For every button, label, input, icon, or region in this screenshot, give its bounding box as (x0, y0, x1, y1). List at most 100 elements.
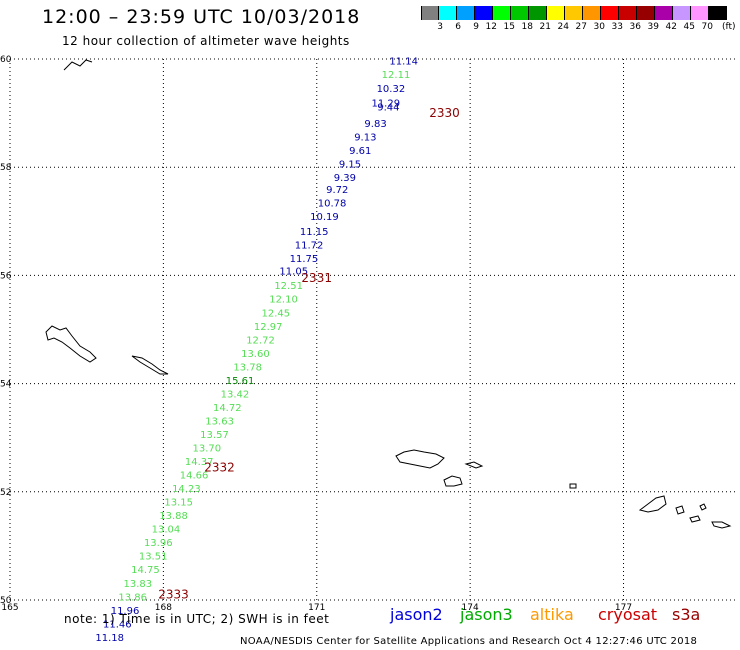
pass-time-label: 2332 (204, 460, 235, 474)
wave-height-value: 14.72 (213, 403, 242, 414)
color-swatch (421, 6, 439, 20)
coastline (675, 505, 685, 515)
wave-height-value: 15.61 (226, 376, 255, 387)
color-swatch (709, 6, 727, 20)
color-swatch (637, 6, 655, 20)
wave-height-value: 13.60 (241, 349, 270, 360)
color-scale-label: 3 (437, 22, 443, 32)
wave-height-value: 9.39 (334, 173, 356, 184)
color-swatch (673, 6, 691, 20)
coastline (638, 495, 667, 513)
wave-height-value: 12.11 (382, 70, 411, 81)
footer-note: note: 1) Time is in UTC; 2) SWH is in fe… (64, 612, 330, 626)
lon-label: 177 (615, 603, 632, 613)
wave-height-value: 10.19 (310, 212, 339, 223)
color-swatch (547, 6, 565, 20)
color-swatch (475, 6, 493, 20)
pass-time-label: 2330 (429, 106, 460, 120)
wave-height-value: 13.83 (123, 579, 152, 590)
wave-height-value: 11.15 (300, 227, 329, 238)
wave-height-value: 13.42 (221, 389, 250, 400)
color-scale-label: 33 (611, 22, 623, 32)
color-scale-label: 36 (629, 22, 641, 32)
pass-time-label: 2333 (158, 588, 189, 602)
wave-height-value: 9.61 (349, 146, 371, 157)
wave-height-value: 13.78 (233, 362, 262, 373)
wave-height-value: 13.57 (200, 430, 229, 441)
color-swatch (583, 6, 601, 20)
wave-height-value: 9.44 (377, 103, 399, 114)
wave-height-value: 14.75 (131, 565, 160, 576)
wave-height-value: 11.29 (371, 98, 400, 109)
color-scale-label: 30 (593, 22, 605, 32)
wave-height-value: 11.05 (279, 267, 308, 278)
wave-height-value: 14.23 (172, 484, 201, 495)
wave-height-value: 13.51 (139, 552, 168, 563)
color-scale-unit: (ft) (722, 22, 736, 32)
wave-height-value: 10.32 (377, 84, 406, 95)
wave-height-value: 14.66 (180, 471, 209, 482)
color-scale-label: 27 (575, 22, 587, 32)
color-scale-label: 21 (539, 22, 551, 32)
wave-height-value: 13.88 (159, 511, 188, 522)
wave-height-value: 14.37 (185, 457, 214, 468)
lon-label: 174 (462, 603, 479, 613)
wave-height-value: 9.72 (326, 185, 348, 196)
wave-height-value: 9.15 (339, 159, 361, 170)
wave-height-value: 11.75 (290, 254, 319, 265)
lat-label: 56 (0, 271, 12, 281)
wave-height-color-scale (421, 6, 727, 20)
color-scale-label: 9 (473, 22, 479, 32)
color-scale-label: 70 (701, 22, 713, 32)
color-swatch (601, 6, 619, 20)
color-scale-label: 6 (455, 22, 461, 32)
coastline (45, 325, 97, 363)
wave-height-value: 13.70 (193, 444, 222, 455)
coastline (569, 483, 577, 489)
coastline (699, 503, 707, 511)
color-scale-label: 12 (485, 22, 497, 32)
wave-height-value: 12.51 (274, 281, 303, 292)
wave-height-value: 13.96 (144, 538, 173, 549)
color-scale-label: 18 (521, 22, 533, 32)
lat-label: 52 (0, 488, 11, 498)
wave-height-value: 12.72 (246, 335, 275, 346)
color-scale-label: 15 (503, 22, 515, 32)
lon-label: 168 (155, 603, 172, 613)
lon-label: 171 (308, 603, 325, 613)
wave-height-value: 12.97 (254, 322, 283, 333)
wave-height-value: 12.10 (269, 295, 298, 306)
legend-cryosat: cryosat (598, 605, 658, 624)
color-swatch (619, 6, 637, 20)
legend-jason3: jason3 (460, 605, 513, 624)
coastline (395, 449, 445, 469)
coastline (464, 461, 484, 469)
wave-height-value: 11.96 (111, 606, 140, 617)
lat-label: 54 (0, 380, 12, 390)
color-scale-label: 24 (557, 22, 569, 32)
pass-time-label: 2331 (301, 271, 332, 285)
color-swatch (511, 6, 529, 20)
lat-label: 58 (0, 163, 12, 173)
color-swatch (655, 6, 673, 20)
wave-height-value: 10.78 (318, 198, 347, 209)
footer-credit: NOAA/NESDIS Center for Satellite Applica… (240, 636, 698, 647)
color-swatch (439, 6, 457, 20)
color-swatch (691, 6, 709, 20)
coastline (443, 475, 463, 487)
coastline (131, 355, 169, 375)
wave-height-value: 12.45 (262, 308, 291, 319)
lon-label: 165 (1, 603, 18, 613)
legend-altika: altika (530, 605, 574, 624)
wave-height-value: 11.46 (103, 619, 132, 630)
wave-height-value: 13.15 (164, 498, 193, 509)
coastline (63, 59, 93, 71)
map-subtitle: 12 hour collection of altimeter wave hei… (62, 34, 350, 48)
coastline (689, 515, 701, 523)
color-swatch (565, 6, 583, 20)
color-scale-label: 42 (665, 22, 677, 32)
lat-label: 50 (0, 596, 12, 606)
wave-height-value: 13.63 (205, 416, 234, 427)
wave-height-value: 11.14 (389, 57, 418, 68)
